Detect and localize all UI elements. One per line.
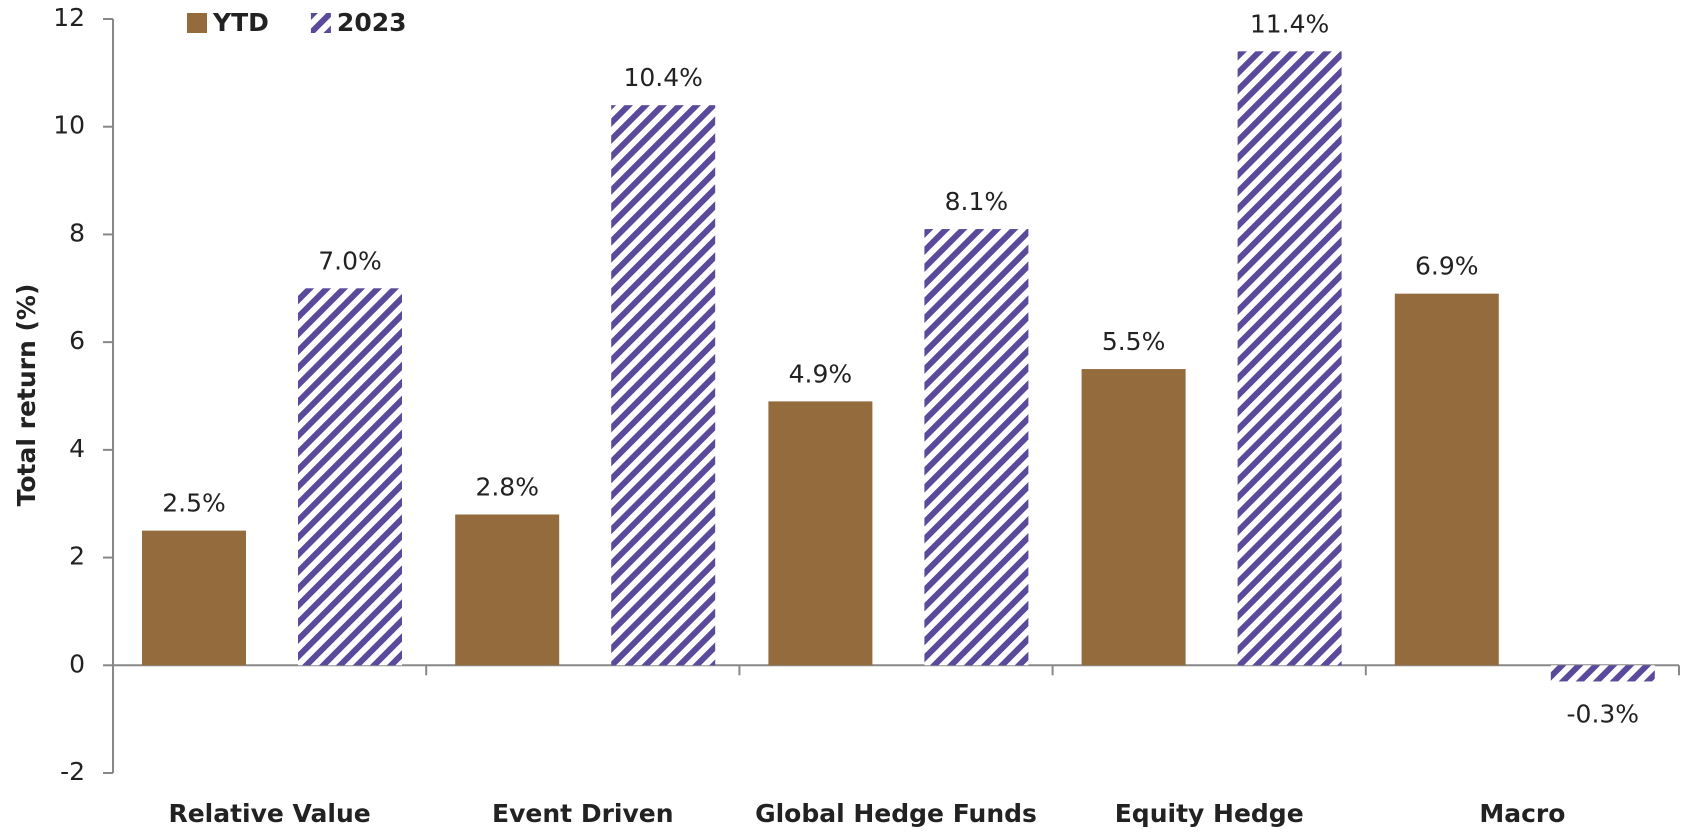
y-tick-label: 2	[69, 542, 85, 571]
bar	[298, 288, 402, 666]
value-label: 5.5%	[1102, 327, 1166, 356]
y-axis-title: Total return (%)	[12, 284, 41, 507]
bar	[142, 530, 246, 666]
legend-swatch	[187, 13, 207, 33]
value-label: 6.9%	[1415, 252, 1479, 281]
x-tick-label: Macro	[1479, 799, 1565, 828]
legend-label: YTD	[212, 8, 269, 37]
legend-label: 2023	[337, 8, 407, 37]
bar	[1081, 369, 1186, 666]
x-tick-label: Relative Value	[168, 799, 370, 828]
bar	[924, 229, 1029, 666]
bar	[768, 401, 873, 666]
value-label: 2.8%	[475, 472, 539, 501]
bar	[1550, 665, 1655, 682]
y-tick-label: 8	[69, 218, 85, 247]
y-tick-label: 0	[69, 649, 85, 678]
value-label: 4.9%	[789, 359, 853, 388]
y-tick-label: 10	[53, 111, 85, 140]
legend-swatch	[310, 13, 331, 33]
x-tick-label: Equity Hedge	[1115, 799, 1304, 828]
x-tick-label: Global Hedge Funds	[755, 799, 1037, 828]
x-tick-label: Event Driven	[492, 799, 673, 828]
value-label: 7.0%	[318, 246, 382, 275]
bar	[611, 105, 716, 666]
value-label: -0.3%	[1567, 699, 1640, 728]
bar	[1237, 51, 1342, 666]
value-label: 2.5%	[162, 489, 226, 518]
y-tick-label: -2	[60, 757, 85, 786]
value-label: 10.4%	[623, 63, 702, 92]
y-tick-label: 4	[69, 434, 85, 463]
y-tick-label: 6	[69, 326, 85, 355]
value-label: 11.4%	[1250, 9, 1329, 38]
value-label: 8.1%	[945, 187, 1009, 216]
bar	[455, 514, 560, 666]
y-tick-label: 12	[53, 3, 85, 32]
bar	[1394, 293, 1499, 666]
